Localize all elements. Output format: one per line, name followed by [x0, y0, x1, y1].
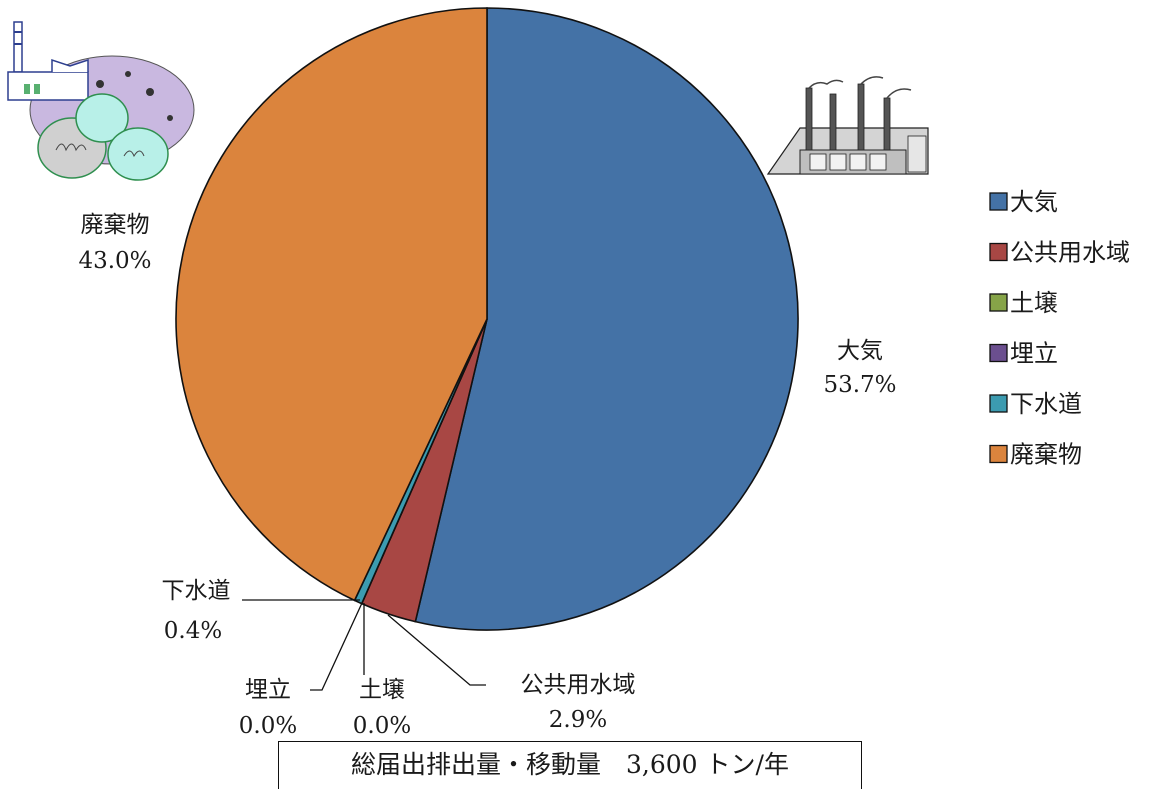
legend-label-public-water: 公共用水域 — [1010, 239, 1130, 267]
pie-slice-atmosphere — [414, 7, 799, 631]
slice-label-landfill: 埋立 — [245, 677, 291, 703]
legend-label-waste: 廃棄物 — [1010, 441, 1082, 469]
slice-value-sewer: 0.4% — [164, 618, 222, 644]
legend-swatch-landfill — [989, 343, 1008, 363]
legend-swatch-atmosphere — [989, 192, 1008, 211]
pie-slices — [175, 7, 799, 631]
leader-line-water — [387, 614, 486, 686]
factory-smokestacks-icon — [766, 76, 929, 175]
legend-swatch-waste — [989, 444, 1008, 464]
slice-value-landfill: 0.0% — [239, 713, 297, 739]
pie-slice-waste — [175, 7, 488, 602]
slice-label-soil: 土壌 — [359, 677, 405, 703]
slice-label-atmosphere: 大気 — [837, 338, 883, 364]
legend-swatch-public-water — [989, 242, 1008, 262]
legend-swatch-soil — [989, 293, 1008, 312]
legend-label-soil: 土壌 — [1010, 289, 1058, 317]
leader-line-landfill — [310, 602, 363, 691]
garbage-bags-factory-icon — [7, 21, 195, 181]
slice-label-sewer: 下水道 — [162, 578, 231, 604]
legend-swatch-sewer — [989, 394, 1008, 413]
slice-value-soil: 0.0% — [353, 713, 411, 739]
slice-label-waste: 廃棄物 — [81, 212, 150, 238]
pie-chart: 大気 53.7% 廃棄物 43.0% 下水道 0.4% 埋立 0.0% 土壌 0… — [7, 7, 1130, 739]
legend-label-sewer: 下水道 — [1010, 390, 1082, 418]
slice-value-waste: 43.0% — [78, 248, 151, 274]
slice-value-atmosphere: 53.7% — [823, 372, 896, 398]
slice-label-public-water: 公共用水域 — [521, 672, 636, 698]
legend-label-landfill: 埋立 — [1010, 340, 1058, 368]
total-emissions-note: 総届出排出量・移動量 3,600 トン/年 — [278, 741, 862, 789]
legend-label-atmosphere: 大気 — [1010, 188, 1058, 216]
slice-value-public-water: 2.9% — [549, 707, 607, 733]
